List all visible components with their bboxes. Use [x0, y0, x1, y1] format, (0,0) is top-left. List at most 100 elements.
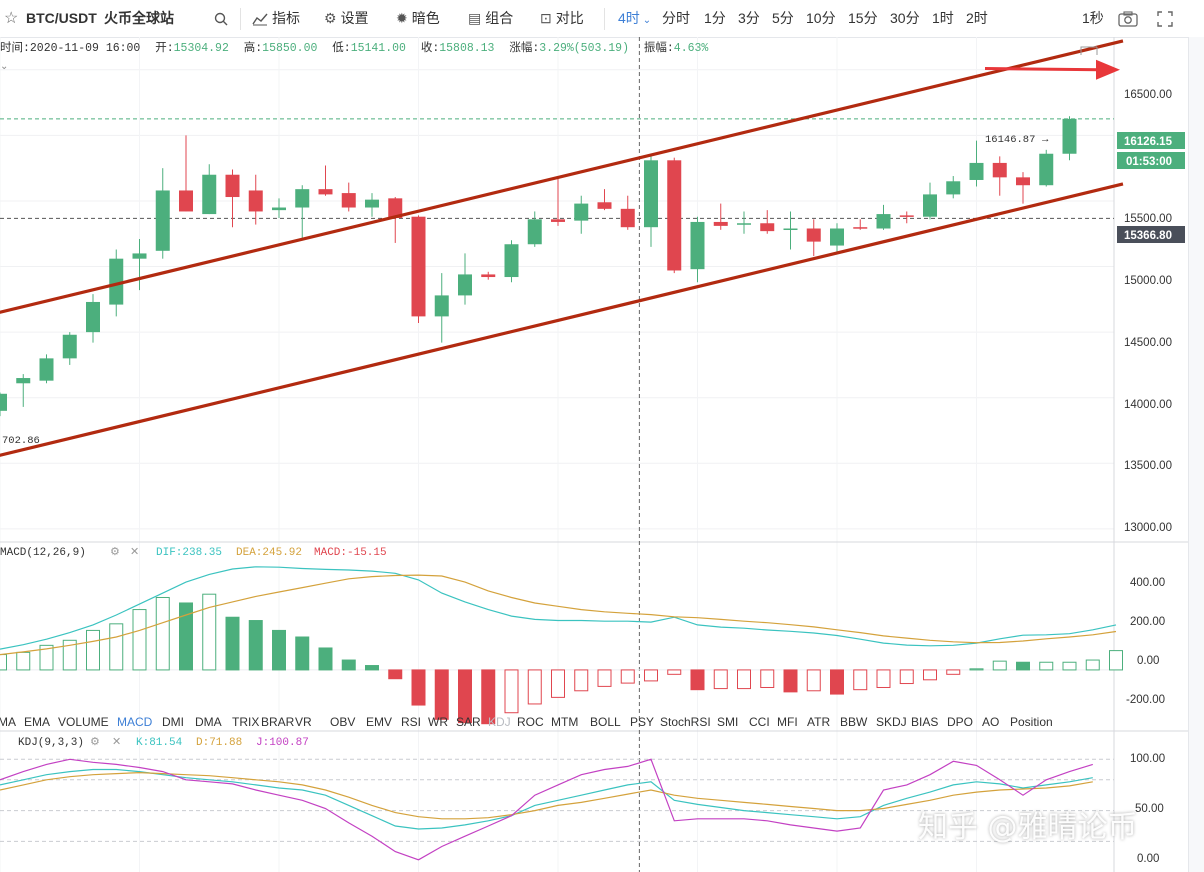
kdj-settings-icon[interactable]: ⚙ — [90, 736, 100, 748]
combo-label: 组合 — [485, 10, 514, 26]
candle-body — [1062, 118, 1077, 154]
candle-body — [388, 198, 403, 219]
indicator-tab-kdj[interactable]: KDJ — [488, 715, 511, 729]
indicator-tab-roc[interactable]: ROC — [517, 715, 544, 729]
settings-button[interactable]: ⚙ 设置 — [324, 0, 369, 37]
macd-histogram-bar — [737, 669, 751, 690]
indicator-tab-bbw[interactable]: BBW — [840, 715, 868, 729]
combo-button[interactable]: ▤ 组合 — [468, 0, 513, 37]
indicator-tab-emv[interactable]: EMV — [366, 715, 392, 729]
macd-histogram-bar — [923, 669, 937, 681]
interval-tab[interactable]: 5分 — [772, 10, 794, 26]
candle-body — [16, 378, 31, 384]
interval-tab[interactable]: 3分 — [738, 10, 760, 26]
indicator-tab-psy[interactable]: PSY — [630, 715, 654, 729]
symbol-label[interactable]: BTC/USDT — [26, 10, 97, 26]
candle-body — [109, 258, 124, 305]
interval-tab[interactable]: 分时 — [662, 10, 690, 26]
candle-body — [527, 219, 542, 245]
candle-body — [969, 162, 984, 180]
kdj-close-icon[interactable]: ✕ — [112, 736, 121, 748]
camera-icon[interactable] — [1118, 0, 1138, 37]
macd-histogram-bar — [667, 669, 682, 675]
countdown: 01:53:00 — [1126, 156, 1172, 168]
candle-body — [365, 199, 379, 208]
indicator-tab-rsi[interactable]: RSI — [401, 715, 421, 729]
candle-body — [992, 162, 1007, 178]
interval-tab[interactable]: 1分 — [704, 10, 726, 26]
dark-mode-button[interactable]: ✹ 暗色 — [396, 0, 440, 37]
sun-icon: ✹ — [396, 10, 408, 26]
indicators-button[interactable]: 指标 — [252, 0, 300, 37]
macd-settings-icon[interactable]: ⚙ — [110, 546, 120, 558]
crosshair-price-badge — [1117, 226, 1185, 243]
expand-pane-icon[interactable] — [1080, 46, 1098, 55]
interval-tab[interactable]: 10分 — [806, 10, 836, 26]
macd-histogram-bar — [155, 596, 170, 671]
indicator-tab-sar[interactable]: SAR — [456, 715, 481, 729]
indicator-tab-mtm[interactable]: MTM — [551, 715, 578, 729]
interval-tab[interactable]: 15分 — [848, 10, 878, 26]
indicator-tab-bias[interactable]: BIAS — [911, 715, 938, 729]
macd-histogram-bar — [365, 665, 379, 671]
indicator-tab-atr[interactable]: ATR — [807, 715, 830, 729]
macd-histogram-bar — [946, 669, 961, 675]
indicator-tab-stochrsi[interactable]: StochRSI — [660, 715, 711, 729]
candle-body — [202, 174, 217, 215]
macd-pane — [0, 566, 1123, 725]
indicator-tab-smi[interactable]: SMI — [717, 715, 738, 729]
layout-icon: ▤ — [468, 10, 482, 26]
last-price: 16126.15 — [1124, 136, 1173, 148]
indicator-tab-skdj[interactable]: SKDJ — [876, 715, 907, 729]
indicator-tab-dma[interactable]: DMA — [195, 715, 222, 729]
candle-body — [39, 358, 54, 381]
indicator-tab-ma[interactable]: MA — [0, 715, 16, 729]
indicator-tab-vr[interactable]: VR — [295, 715, 312, 729]
high-marker-arrow: → — [1040, 133, 1051, 145]
macd-close-icon[interactable]: ✕ — [130, 546, 139, 558]
candle-body — [644, 160, 658, 228]
chevron-down-icon: ⌄ — [642, 15, 652, 26]
collapse-chevron-icon[interactable]: ⌄ — [0, 61, 8, 72]
chart-canvas[interactable]: 时间:2020-11-09 16:00 开:15304.92 高:15850.0… — [0, 37, 1188, 872]
candle-body — [411, 216, 426, 317]
indicator-tab-obv[interactable]: OBV — [330, 715, 355, 729]
indicator-tab-volume[interactable]: VOLUME — [58, 715, 109, 729]
indicator-tab-ao[interactable]: AO — [982, 715, 999, 729]
interval-dropdown[interactable]: 4时 ⌄ — [618, 0, 651, 37]
macd-dif: DIF:238.35 — [156, 547, 222, 559]
indicator-tab-dmi[interactable]: DMI — [162, 715, 184, 729]
macd-histogram-bar — [248, 620, 263, 671]
macd-histogram-bar — [62, 639, 77, 671]
ohlc-close: 15808.13 — [439, 42, 494, 55]
indicator-tab-macd[interactable]: MACD — [117, 715, 153, 729]
indicator-tab-trix[interactable]: TRIX — [232, 715, 259, 729]
ohlc-high-label: 高: — [244, 40, 262, 55]
interval-tab[interactable]: 2时 — [966, 10, 988, 26]
indicator-tab-brar[interactable]: BRAR — [261, 715, 295, 729]
indicator-tab-mfi[interactable]: MFI — [777, 715, 798, 729]
favorite-star-icon[interactable]: ☆ — [4, 10, 19, 27]
macd-histogram-bar — [295, 636, 310, 671]
refresh-rate[interactable]: 1秒 — [1082, 10, 1104, 26]
indicator-tab-boll[interactable]: BOLL — [590, 715, 621, 729]
exchange-label[interactable]: 火币全球站 — [104, 10, 174, 26]
indicator-chart-icon — [252, 13, 268, 26]
search-icon[interactable] — [214, 0, 228, 37]
interval-tab[interactable]: 1时 — [932, 10, 954, 26]
indicator-tab-dpo[interactable]: DPO — [947, 715, 973, 729]
interval-tab[interactable]: 30分 — [890, 10, 920, 26]
macd-tick: 0.00 — [1137, 655, 1159, 667]
countdown-badge — [1117, 152, 1185, 169]
indicator-tab-ema[interactable]: EMA — [24, 715, 50, 729]
compare-button[interactable]: ⊡ 对比 — [540, 0, 584, 37]
fullscreen-icon[interactable] — [1157, 0, 1173, 37]
indicator-tab-position[interactable]: Position — [1010, 715, 1053, 729]
ohlc-change: 3.29%(503.19) — [539, 42, 629, 55]
indicator-tab-wr[interactable]: WR — [428, 715, 448, 729]
indicator-tab-cci[interactable]: CCI — [749, 715, 770, 729]
macd-histogram-bar — [1109, 650, 1123, 671]
macd-histogram-bar — [1016, 661, 1030, 671]
settings-label: 设置 — [340, 10, 369, 26]
indicators-label: 指标 — [272, 10, 300, 26]
